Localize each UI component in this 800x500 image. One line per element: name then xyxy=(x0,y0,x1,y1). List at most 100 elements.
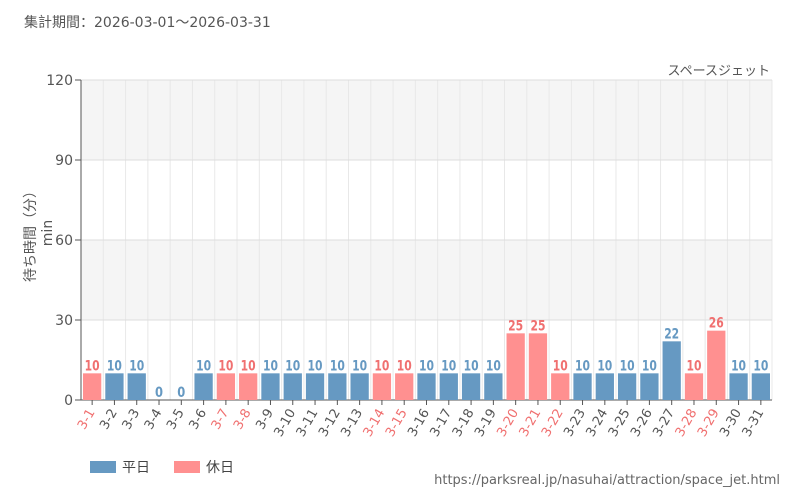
y-tick-label: 120 xyxy=(46,73,73,89)
bar-value-label: 10 xyxy=(486,358,501,374)
x-tick-label: 3-25 xyxy=(606,407,634,440)
bar-value-label: 10 xyxy=(285,358,300,374)
bar-value-label: 10 xyxy=(642,358,657,374)
x-tick-label: 3-19 xyxy=(472,407,500,440)
legend: 平日 休日 xyxy=(90,457,234,477)
bar xyxy=(751,373,770,400)
bar-value-label: 10 xyxy=(553,358,568,374)
period-text: 集計期間：2026-03-01～2026-03-31 xyxy=(24,12,271,32)
bar-value-label: 10 xyxy=(620,358,635,374)
bar-value-label: 10 xyxy=(753,358,768,374)
x-tick-label: 3-21 xyxy=(517,407,545,440)
y-tick-label: 60 xyxy=(55,233,73,249)
x-tick-label: 3-12 xyxy=(316,407,344,440)
bar xyxy=(617,373,637,400)
bar-value-label: 10 xyxy=(374,358,389,374)
period-range: 2026-03-01～2026-03-31 xyxy=(94,15,271,31)
bar xyxy=(395,373,414,400)
bar xyxy=(573,373,592,400)
plot-band xyxy=(81,80,772,160)
x-tick-label: 3-22 xyxy=(539,407,567,440)
x-tick-label: 3-16 xyxy=(405,407,433,440)
bar-value-label: 0 xyxy=(155,385,163,401)
x-tick-label: 3-26 xyxy=(628,407,656,440)
x-tick-label: 3-23 xyxy=(561,407,589,440)
y-tick-label: 0 xyxy=(64,393,73,409)
bar-value-label: 10 xyxy=(397,358,412,374)
bar-value-label: 10 xyxy=(597,358,612,374)
bar xyxy=(551,373,570,400)
bar xyxy=(729,373,748,400)
bar-value-label: 10 xyxy=(129,358,144,374)
bar-value-label: 10 xyxy=(241,358,256,374)
legend-item-weekday: 平日 xyxy=(90,457,150,477)
bar-value-label: 10 xyxy=(686,358,701,374)
x-tick-label: 3-15 xyxy=(383,407,411,440)
bar xyxy=(239,373,258,400)
x-tick-label: 3-24 xyxy=(584,407,612,440)
x-tick-label: 3-30 xyxy=(717,407,745,440)
x-tick-label: 3-2 xyxy=(97,407,121,433)
x-tick-label: 3-28 xyxy=(673,407,701,440)
x-tick-label: 3-7 xyxy=(209,407,233,433)
bar xyxy=(528,333,548,400)
legend-swatch-holiday xyxy=(174,461,200,473)
x-tick-label: 3-14 xyxy=(361,407,389,440)
bar-value-label: 10 xyxy=(85,358,100,374)
bar xyxy=(640,373,659,400)
bar xyxy=(484,373,503,400)
y-tick-label: 90 xyxy=(55,153,73,169)
x-tick-label: 3-11 xyxy=(294,407,322,440)
bar xyxy=(350,373,369,400)
bar-value-label: 10 xyxy=(196,358,211,374)
bar xyxy=(461,373,481,400)
source-url: https://parksreal.jp/nasuhai/attraction/… xyxy=(434,473,780,488)
legend-swatch-weekday xyxy=(90,461,116,473)
chart-title: スペースジェット xyxy=(667,64,770,79)
legend-label-weekday: 平日 xyxy=(122,460,150,476)
plot-band xyxy=(81,160,772,240)
x-tick-label: 3-8 xyxy=(231,407,255,433)
y-tick-label: 30 xyxy=(55,313,73,329)
bar-value-label: 25 xyxy=(508,318,523,334)
bar xyxy=(216,373,236,400)
plot-band xyxy=(81,240,772,320)
bar-value-label: 0 xyxy=(177,385,185,401)
bar xyxy=(127,373,146,400)
x-tick-label: 3-5 xyxy=(164,407,188,433)
x-tick-label: 3-4 xyxy=(142,407,166,433)
bar xyxy=(328,373,347,400)
bar xyxy=(506,333,525,400)
bar xyxy=(372,373,392,400)
bar-value-label: 10 xyxy=(441,358,456,374)
bar-value-label: 10 xyxy=(731,358,746,374)
bar xyxy=(417,373,436,400)
bar-value-label: 10 xyxy=(263,358,278,374)
bar-value-label: 22 xyxy=(664,326,679,342)
bar-value-label: 10 xyxy=(330,358,345,374)
legend-label-holiday: 休日 xyxy=(206,460,234,476)
bar-value-label: 10 xyxy=(419,358,434,374)
bar xyxy=(439,373,458,400)
x-tick-label: 3-27 xyxy=(650,407,678,440)
bar xyxy=(662,341,681,400)
bar-value-label: 26 xyxy=(709,316,724,332)
bar-value-label: 10 xyxy=(575,358,590,374)
x-tick-label: 3-3 xyxy=(120,407,144,433)
x-tick-label: 3-17 xyxy=(428,407,456,440)
bar xyxy=(595,373,614,400)
bar xyxy=(707,330,726,400)
x-tick-label: 3-13 xyxy=(338,407,366,440)
bar-value-label: 10 xyxy=(352,358,367,374)
bar-value-label: 10 xyxy=(308,358,323,374)
bar xyxy=(305,373,325,400)
bar-value-label: 10 xyxy=(218,358,233,374)
bar-value-label: 10 xyxy=(107,358,122,374)
x-tick-label: 3-6 xyxy=(186,407,210,433)
x-tick-label: 3-31 xyxy=(740,407,768,440)
x-tick-label: 3-1 xyxy=(75,407,99,433)
bar xyxy=(684,373,704,400)
bar xyxy=(283,373,302,400)
x-tick-label: 3-10 xyxy=(271,407,299,440)
